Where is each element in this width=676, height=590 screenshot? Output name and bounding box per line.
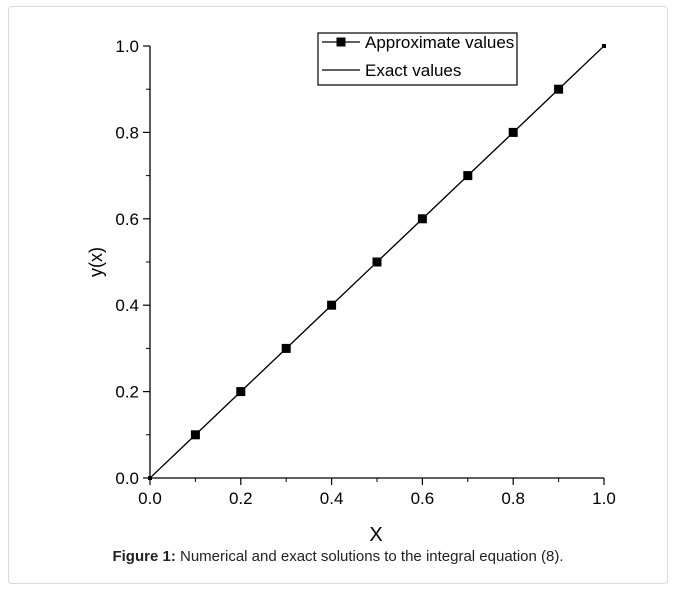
y-tick-label: 0.4 (115, 296, 139, 315)
x-tick-label: 0.2 (229, 489, 253, 508)
legend-approximate-label: Approximate values (365, 33, 514, 52)
legend-approximate-marker (336, 37, 346, 47)
x-tick-label: 1.0 (592, 489, 616, 508)
exact-values-line (149, 45, 605, 479)
x-tick-label: 0.4 (320, 489, 344, 508)
y-tick-label: 0.2 (115, 383, 139, 402)
chart-legend: Approximate values Exact values (317, 32, 518, 86)
chart-series-layer (148, 44, 606, 480)
x-tick-label: 0.8 (501, 489, 525, 508)
y-axis-label: y(x) (86, 247, 106, 277)
x-axis-label: X (369, 524, 382, 546)
figure-caption: Figure 1: Numerical and exact solutions … (0, 548, 676, 565)
x-tick-label: 0.0 (138, 489, 162, 508)
y-tick-label: 1.0 (115, 37, 139, 56)
figure-frame (8, 6, 668, 584)
y-tick-label: 0.0 (115, 469, 139, 488)
y-tick-label: 0.8 (115, 123, 139, 142)
chart-axes: 0.0 0.2 0.4 0.6 0.8 1.0 0.0 0.2 0.4 0.6 0.8 1.0 (115, 37, 615, 508)
y-tick-label: 0.6 (115, 210, 139, 229)
legend-exact-label: Exact values (365, 61, 461, 80)
x-tick-label: 0.6 (411, 489, 435, 508)
figure-caption-text: Numerical and exact solutions to the int… (175, 548, 564, 565)
figure-caption-label: Figure 1: (112, 548, 176, 565)
